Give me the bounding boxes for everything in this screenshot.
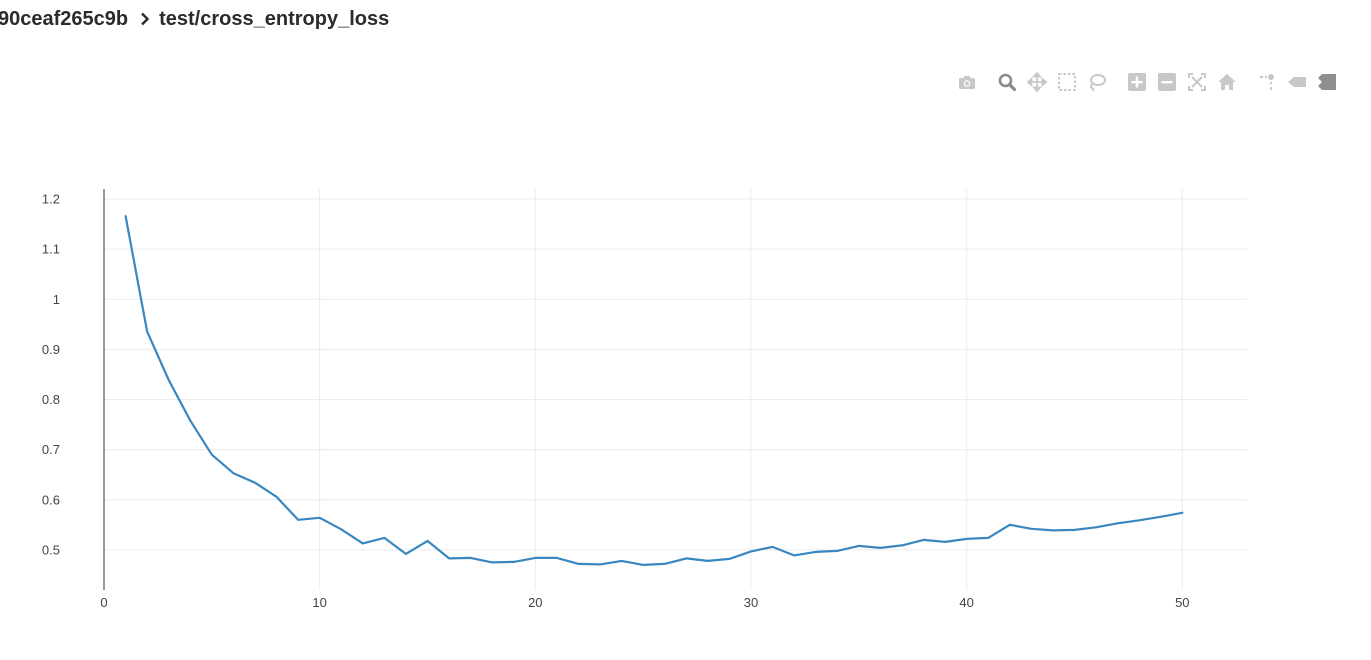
y-tick-label: 0.7: [42, 442, 60, 457]
y-tick-label: 1: [53, 292, 60, 307]
autoscale-icon[interactable]: [1185, 70, 1209, 94]
series-layer: [124, 215, 1184, 567]
zoom-icon[interactable]: [995, 70, 1019, 94]
y-tick-label: 0.5: [42, 542, 60, 557]
zoom-out-icon[interactable]: [1155, 70, 1179, 94]
y-tick-label: 0.6: [42, 492, 60, 507]
axes: 0.5 0.6 0.7 0.8 0.9 1 1.1 1.2 0 10 20 30 40 50: [42, 189, 1190, 610]
grid-lines: [104, 189, 1247, 590]
reset-axes-icon[interactable]: [1215, 70, 1239, 94]
x-tick-label: 30: [744, 595, 758, 610]
series-line: [124, 215, 1184, 567]
chevron-right-icon: [140, 12, 150, 26]
download-plot-icon[interactable]: [955, 70, 979, 94]
spike-lines-icon[interactable]: [1255, 70, 1279, 94]
y-tick-label: 0.9: [42, 342, 60, 357]
run-id-link[interactable]: 90ceaf265c9b: [0, 7, 129, 30]
lasso-select-icon[interactable]: [1085, 70, 1109, 94]
y-tick-label: 0.8: [42, 392, 60, 407]
hover-compare-icon[interactable]: [1315, 70, 1339, 94]
x-tick-label: 50: [1175, 595, 1189, 610]
metric-title: test/cross_entropy_loss: [159, 7, 390, 30]
plot-modebar: [955, 70, 1345, 94]
zoom-in-icon[interactable]: [1125, 70, 1149, 94]
y-tick-label: 1.1: [42, 242, 60, 257]
x-tick-label: 20: [528, 595, 542, 610]
x-tick-label: 0: [100, 595, 107, 610]
pan-icon[interactable]: [1025, 70, 1049, 94]
breadcrumb: 90ceaf265c9b test/cross_entropy_loss: [0, 6, 389, 32]
x-tick-label: 10: [312, 595, 326, 610]
x-tick-label: 40: [959, 595, 973, 610]
box-select-icon[interactable]: [1055, 70, 1079, 94]
hover-closest-icon[interactable]: [1285, 70, 1309, 94]
y-tick-label: 1.2: [42, 192, 60, 207]
